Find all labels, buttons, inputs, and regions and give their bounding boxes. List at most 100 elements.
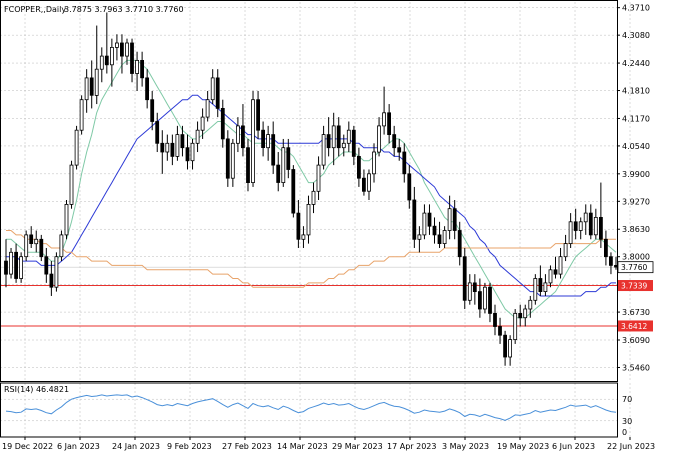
ma-line-ma-fast bbox=[6, 59, 617, 319]
candle-bear bbox=[130, 42, 134, 74]
candle-bull bbox=[59, 234, 64, 258]
candle-bull bbox=[382, 112, 387, 127]
candle-bull bbox=[316, 164, 321, 192]
price-tick-label: 3.9900 bbox=[622, 170, 650, 179]
rsi-grid bbox=[0, 383, 631, 437]
candle-bear bbox=[215, 77, 220, 109]
candle-bull bbox=[94, 68, 99, 96]
ma-line-ma-mid bbox=[6, 94, 616, 297]
last-price-label: 3.7760 bbox=[621, 263, 647, 272]
time-axis: 19 Dec 2022 6 Jan 2023 24 Jan 2023 9 Feb 20… bbox=[2, 437, 655, 451]
candle-bear bbox=[89, 77, 94, 96]
candle-bear bbox=[437, 234, 442, 244]
candle-bull bbox=[19, 256, 24, 279]
candle-bull bbox=[165, 142, 170, 153]
candle-bear bbox=[271, 134, 276, 166]
time-tick-label: 29 Mar 2023 bbox=[332, 442, 383, 451]
candle-bear bbox=[452, 208, 457, 231]
candle-bear bbox=[225, 138, 230, 179]
candle-bull bbox=[99, 55, 104, 70]
candle-bear bbox=[361, 177, 366, 192]
candle-bull bbox=[341, 142, 346, 149]
ma-line-ma-slow bbox=[6, 230, 616, 288]
candle-bull bbox=[321, 134, 326, 166]
candle-bear bbox=[291, 169, 296, 214]
price-tick-label: 4.2440 bbox=[622, 59, 650, 68]
candle-bull bbox=[251, 99, 255, 183]
candle-bull bbox=[34, 238, 39, 245]
candle-bear bbox=[256, 99, 261, 131]
rsi-line bbox=[5, 394, 617, 421]
candle-bull bbox=[69, 164, 74, 205]
candle-bull bbox=[442, 230, 447, 245]
time-tick-label: 9 Feb 2023 bbox=[167, 442, 212, 451]
candle-bear bbox=[588, 212, 593, 236]
candle-bear bbox=[246, 147, 250, 183]
candle-bear bbox=[488, 286, 492, 314]
rsi-tick-label: 30 bbox=[622, 417, 632, 426]
candle-bear bbox=[49, 273, 54, 288]
candle-bull bbox=[346, 129, 351, 144]
price-tick-label: 4.1170 bbox=[622, 114, 650, 123]
price-tick-label: 3.8630 bbox=[622, 225, 650, 234]
candle-bull bbox=[24, 234, 29, 258]
price-tick-label: 4.3080 bbox=[622, 31, 650, 40]
rsi-axis: 70 30 0 bbox=[622, 395, 632, 437]
candle-bear bbox=[44, 256, 49, 275]
candle-bear bbox=[351, 129, 356, 157]
candle-bull bbox=[175, 134, 180, 157]
candle-bull bbox=[523, 308, 528, 319]
panel-frames bbox=[0, 0, 618, 438]
candle-bull bbox=[568, 221, 573, 245]
candle-bear bbox=[553, 269, 558, 275]
candle-bull bbox=[583, 212, 588, 223]
time-tick-label: 6 Jan 2023 bbox=[57, 442, 100, 451]
candle-bear bbox=[604, 238, 608, 258]
candle-bear bbox=[407, 173, 412, 201]
candle-bull bbox=[467, 282, 472, 301]
candle-bull bbox=[306, 203, 311, 236]
candle-bear bbox=[240, 125, 245, 149]
price-axis: 3.5460 3.6090 3.6730 3.8000 3.8630 3.9270 3.99… bbox=[617, 4, 654, 372]
candle-bull bbox=[200, 116, 205, 131]
candle-bear bbox=[39, 238, 44, 258]
candle-bear bbox=[503, 334, 508, 358]
candle-bear bbox=[14, 251, 19, 279]
candle-bull bbox=[558, 256, 563, 275]
candle-bear bbox=[392, 134, 397, 149]
candle-bull bbox=[74, 129, 79, 166]
candle-bull bbox=[508, 339, 513, 358]
candle-bull bbox=[311, 190, 316, 205]
price-tick-label: 3.6730 bbox=[622, 308, 650, 317]
candle-bear bbox=[220, 108, 225, 140]
level-price-box bbox=[618, 320, 653, 332]
chart-ohlc: 3.7875 3.7963 3.7710 3.7760 bbox=[64, 5, 184, 14]
candle-bull bbox=[578, 221, 583, 231]
time-tick-label: 19 Dec 2022 bbox=[2, 442, 53, 451]
candle-bear bbox=[4, 260, 8, 275]
price-tick-label: 3.9270 bbox=[622, 197, 650, 206]
candle-bear bbox=[472, 282, 477, 292]
candle-bear bbox=[402, 151, 407, 175]
price-tick-label: 4.3710 bbox=[622, 4, 650, 13]
candle-bull bbox=[135, 60, 140, 74]
price-tick-label: 4.0540 bbox=[622, 142, 650, 151]
candle-bear bbox=[609, 256, 613, 266]
candle-bull bbox=[563, 243, 568, 258]
candle-bear bbox=[573, 221, 578, 231]
candle-bear bbox=[518, 312, 523, 319]
chart-symbol: FCOPPER,,Daily bbox=[4, 5, 66, 14]
time-tick-label: 6 Jun 2023 bbox=[552, 442, 595, 451]
main-panel-frame bbox=[0, 0, 618, 382]
time-tick-label: 22 Jun 2023 bbox=[607, 442, 655, 451]
candle-bull bbox=[79, 99, 84, 131]
candle-bear bbox=[276, 164, 281, 183]
candle-bull bbox=[533, 278, 538, 301]
candle-bull bbox=[417, 234, 422, 240]
candle-bull bbox=[195, 129, 200, 144]
rsi-tick-label: 0 bbox=[622, 428, 627, 437]
candle-bear bbox=[336, 125, 341, 149]
candle-bull bbox=[513, 312, 518, 340]
level-price-label: 3.7339 bbox=[621, 282, 647, 291]
candle-bull bbox=[210, 77, 215, 101]
